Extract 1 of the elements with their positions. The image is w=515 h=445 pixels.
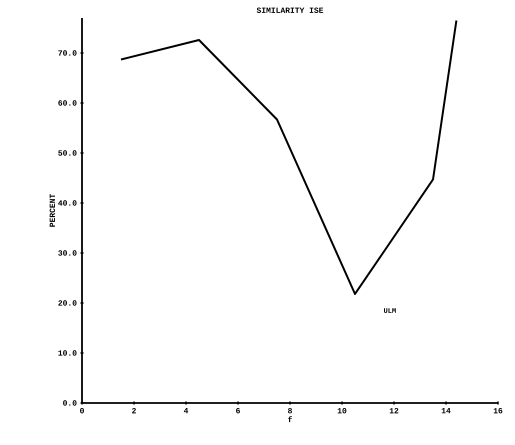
line-series (120, 19, 458, 295)
